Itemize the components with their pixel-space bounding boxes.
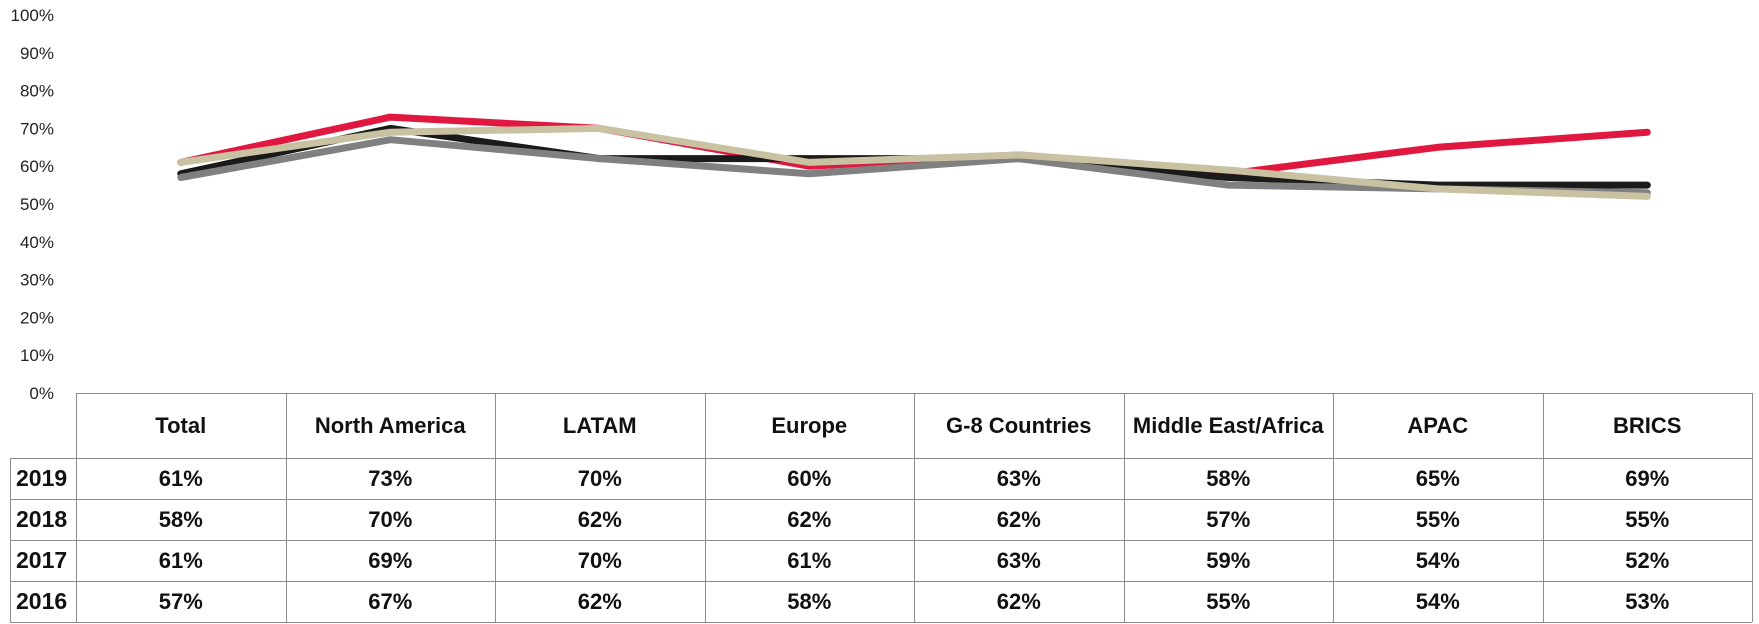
y-tick-label: 70% [20,119,54,138]
category-header: Total [155,413,207,438]
data-label: 70% [368,506,413,532]
category-header: APAC [1407,413,1469,438]
table-row-divider [10,540,1752,541]
data-label: 55% [1625,506,1670,532]
data-label: 54% [1415,588,1460,614]
y-tick-label: 40% [20,233,54,252]
data-label: 70% [577,547,622,573]
data-label: 63% [996,465,1041,491]
data-label: 61% [787,547,832,573]
table-column-divider [495,393,496,622]
data-label: 65% [1415,465,1460,491]
data-label: 58% [1206,465,1251,491]
data-label: 57% [158,588,203,614]
table-column-divider [1333,393,1334,622]
series-row-label: 2016 [16,588,68,614]
y-tick-label: 0% [29,384,54,403]
data-label: 57% [1206,506,1251,532]
data-label: 67% [368,588,413,614]
data-label: 58% [158,506,203,532]
data-label: 54% [1415,547,1460,573]
series-line-2017 [177,124,1651,200]
data-label: 69% [1625,465,1670,491]
table-row-divider [10,458,1752,459]
data-label: 55% [1415,506,1460,532]
y-tick-label: 60% [20,157,54,176]
data-label: 61% [158,465,203,491]
y-axis-ticks: 0% 10% 20% 30% 40% 50% 60% 70% 80% 90% 100% [11,6,54,403]
data-label: 62% [996,506,1041,532]
category-header: G-8 Countries [946,413,1092,438]
data-label: 69% [368,547,413,573]
table-row-divider [10,622,1752,623]
table-column-divider [76,393,77,622]
data-label: 55% [1206,588,1251,614]
data-label: 58% [787,588,832,614]
y-tick-label: 100% [11,6,54,25]
table-left-border [10,458,11,622]
data-label: 70% [577,465,622,491]
category-header: North America [314,413,466,438]
data-label: 63% [996,547,1041,573]
y-tick-label: 10% [20,346,54,365]
y-tick-label: 90% [20,44,54,63]
table-column-divider [1542,393,1544,622]
data-label: 53% [1625,588,1670,614]
table-column-divider [914,393,915,622]
series-row-label: 2017 [16,547,68,573]
data-label: 61% [158,547,203,573]
table-column-divider [285,393,287,622]
table-column-divider [1752,393,1753,622]
data-label: 62% [996,588,1041,614]
data-label: 62% [577,506,622,532]
table-column-divider [1123,393,1125,622]
data-label: 62% [577,588,622,614]
data-label: 52% [1625,547,1670,573]
table-row-divider [10,499,1752,500]
table-row-divider [10,581,1752,582]
y-tick-label: 80% [20,82,54,101]
y-tick-label: 20% [20,308,54,327]
table-column-divider [704,393,706,622]
series-row-label: 2018 [16,506,68,532]
data-label: 60% [787,465,832,491]
series-row-label: 2019 [16,465,68,491]
category-header: Middle East/Africa [1132,413,1324,438]
category-header: Europe [771,413,848,438]
data-label: 59% [1206,547,1251,573]
y-tick-label: 30% [20,271,54,290]
category-header: BRICS [1613,413,1682,438]
y-tick-label: 50% [20,195,54,214]
series-lines [177,113,1651,200]
data-label: 73% [368,465,413,491]
data-label: 62% [787,506,832,532]
category-header: LATAM [562,413,637,438]
